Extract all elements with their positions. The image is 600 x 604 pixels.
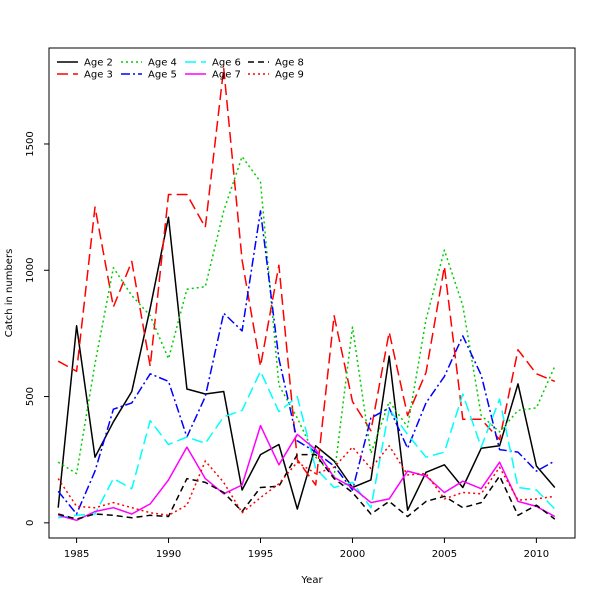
x-tick-label: 2010 xyxy=(524,549,549,560)
plot-frame xyxy=(48,47,576,539)
y-tick-label: 1000 xyxy=(25,258,36,283)
legend-label: Age 6 xyxy=(212,58,241,69)
legend-label: Age 5 xyxy=(148,70,177,81)
y-tick-label: 500 xyxy=(25,387,36,406)
legend-label: Age 3 xyxy=(84,70,113,81)
y-tick-label: 0 xyxy=(25,520,36,526)
legend-label: Age 2 xyxy=(84,58,113,69)
series-line-age-5 xyxy=(57,210,556,515)
x-axis: 1985 1990 1995 2000 2005 2010 xyxy=(64,538,549,560)
x-tick-label: 1995 xyxy=(248,549,273,560)
series-line-age-4 xyxy=(57,155,556,477)
series-line-age-2 xyxy=(57,216,556,511)
y-axis-label: Catch in numbers xyxy=(4,249,15,338)
x-tick-label: 1985 xyxy=(64,549,89,560)
x-tick-label: 1990 xyxy=(156,549,181,560)
series-line-age-9 xyxy=(57,445,555,517)
x-tick-label: 2000 xyxy=(340,549,365,560)
legend-label: Age 9 xyxy=(275,70,304,81)
series-line-age-3 xyxy=(57,67,556,486)
series-layer xyxy=(57,67,556,522)
legend-label: Age 4 xyxy=(148,58,177,69)
series-line-age-7 xyxy=(58,424,556,522)
x-axis-label: Year xyxy=(300,575,323,586)
legend-label: Age 7 xyxy=(212,70,241,81)
y-tick-label: 1500 xyxy=(25,131,36,156)
y-axis: 0 500 1000 1500 xyxy=(25,131,49,526)
x-tick-label: 2005 xyxy=(432,549,457,560)
series-line-age-6 xyxy=(58,370,556,519)
series-line-age-8 xyxy=(57,453,556,520)
legend-label: Age 8 xyxy=(275,58,304,69)
